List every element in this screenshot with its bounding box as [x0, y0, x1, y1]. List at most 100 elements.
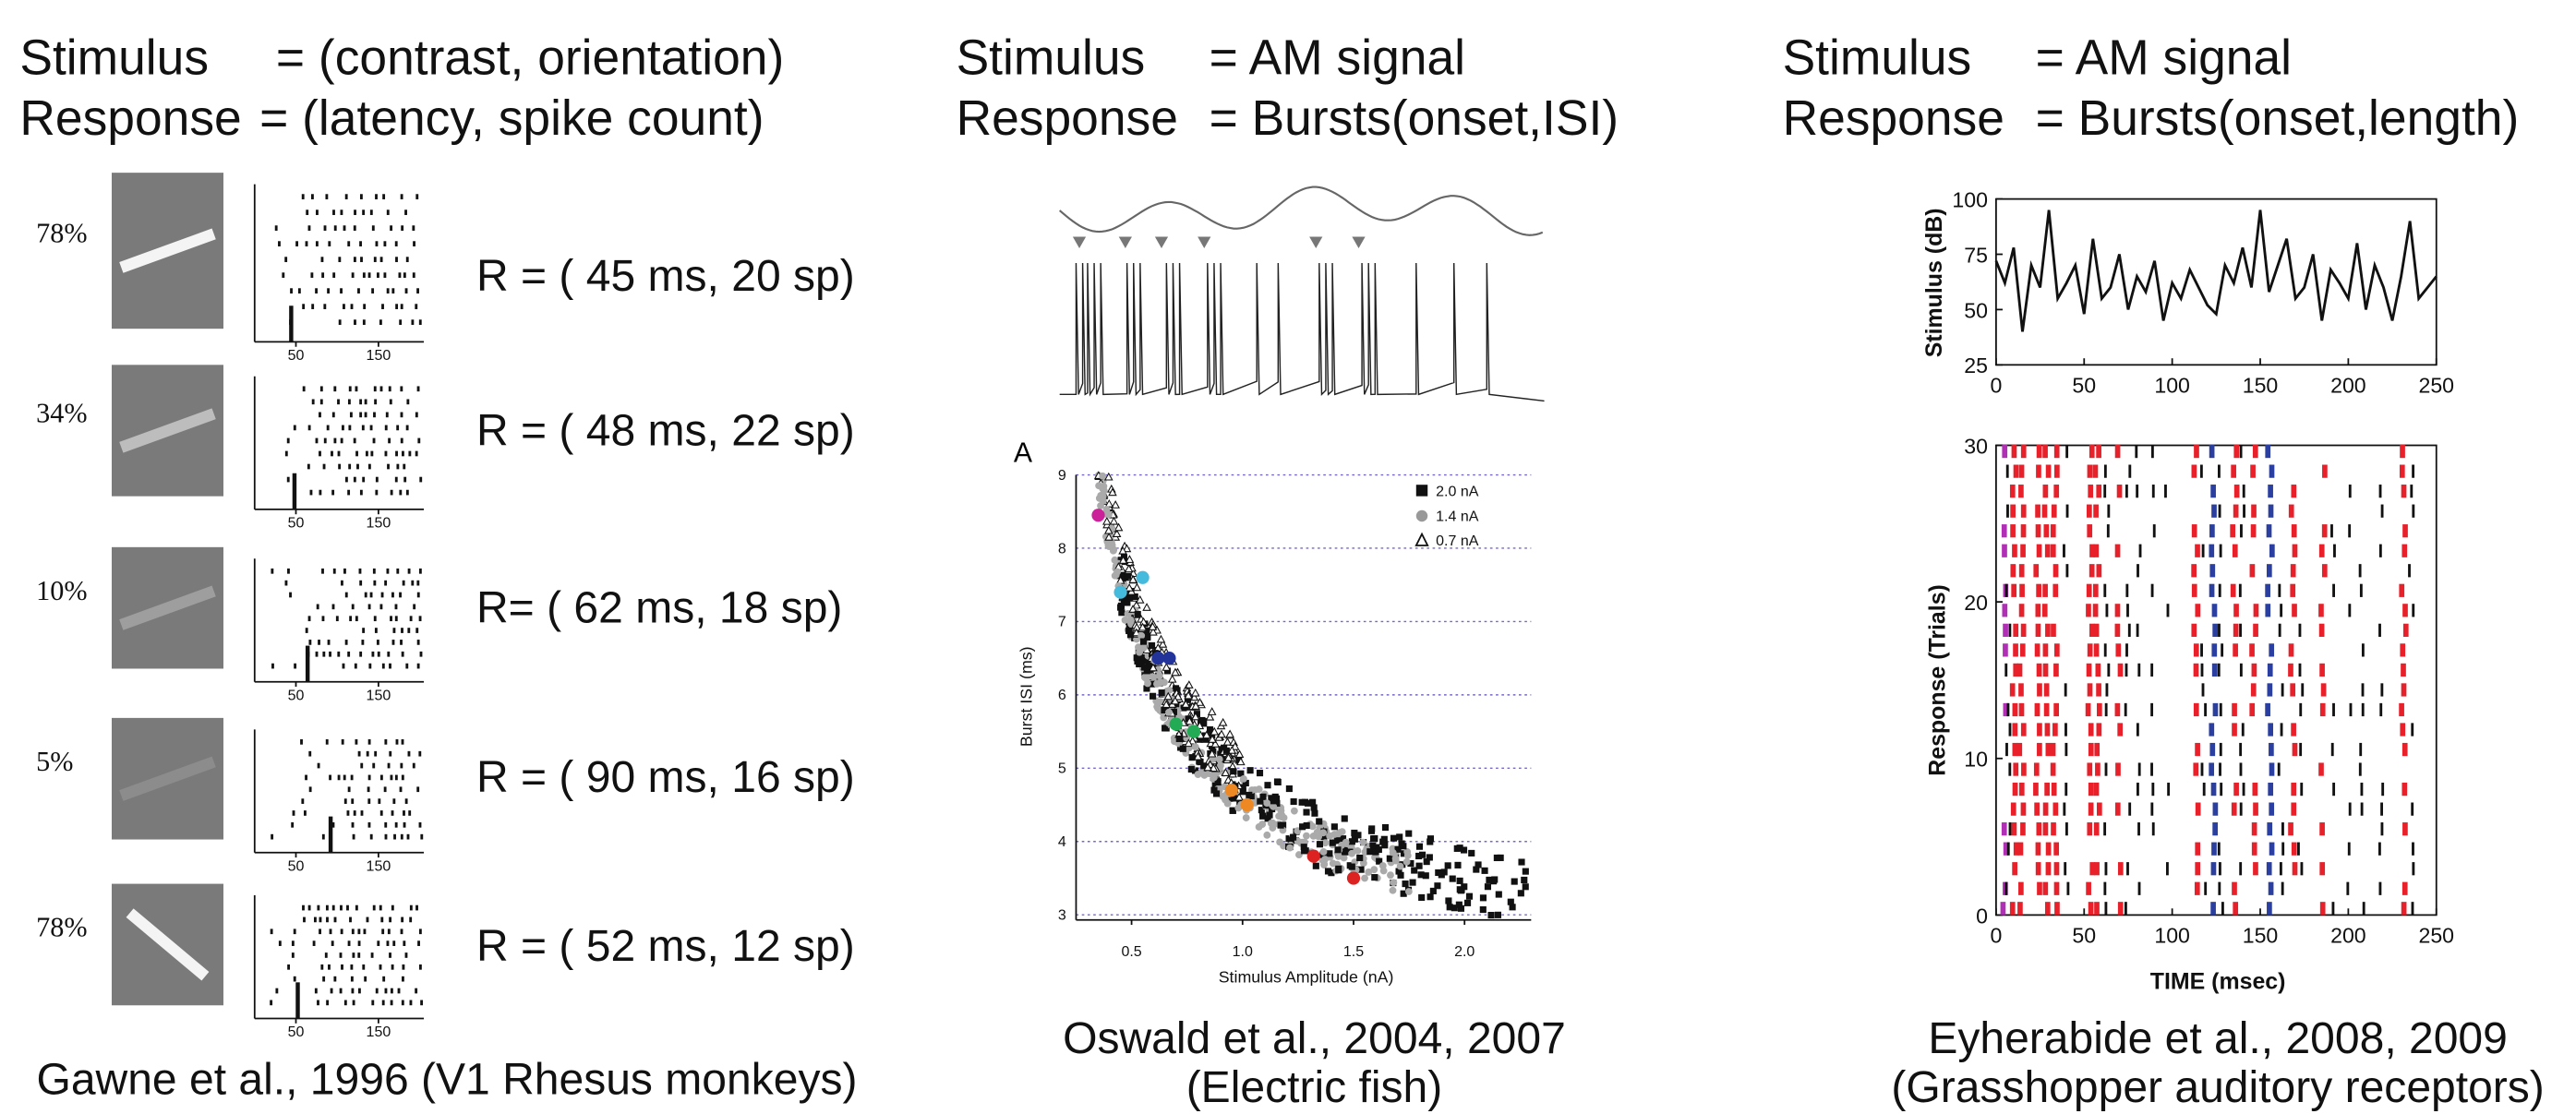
raster-spike: [2332, 782, 2336, 797]
contrast-label: 5%: [36, 746, 73, 777]
cloud-point: [1311, 809, 1318, 817]
cloud-point: [1487, 912, 1495, 919]
contrast-label: 10%: [36, 575, 87, 606]
cloud-point: [1218, 717, 1228, 726]
raster-spike: [399, 786, 403, 793]
raster-spike: [355, 450, 358, 457]
raster-spike: [300, 739, 303, 745]
raster-spike: [2041, 504, 2048, 518]
raster-spike: [384, 425, 388, 431]
cloud-point: [1136, 648, 1143, 656]
raster-spike: [2269, 762, 2275, 776]
raster-spike: [2001, 524, 2007, 538]
raster-spike: [2107, 504, 2111, 518]
raster-spike: [369, 425, 373, 431]
raster-spike: [2331, 902, 2335, 916]
raster-spike: [397, 988, 401, 994]
raster-spike: [420, 833, 424, 840]
cloud-point: [1386, 855, 1393, 862]
raster-spike: [2088, 444, 2095, 459]
cloud-point: [1357, 866, 1365, 873]
cloud-point: [1207, 707, 1217, 715]
raster-spike: [392, 798, 396, 804]
raster-spike: [2042, 485, 2049, 498]
raster-spike: [2042, 444, 2048, 459]
raster-spike: [2239, 444, 2243, 459]
cloud-point: [1163, 691, 1174, 701]
raster-spike: [381, 928, 385, 935]
raster-spike: [381, 304, 384, 309]
raster-spike: [379, 257, 383, 262]
raster-spike: [405, 425, 409, 431]
cloud-point: [1135, 594, 1145, 604]
raster-spike: [362, 210, 366, 215]
cloud-point: [1370, 866, 1378, 874]
raster-spike: [388, 386, 391, 392]
stimulus-bar: [119, 408, 216, 453]
raster-spike: [379, 604, 383, 610]
raster-spike: [2290, 583, 2296, 597]
raster-spike: [2088, 485, 2094, 498]
cloud-point: [1108, 541, 1116, 549]
cloud-point: [1259, 812, 1267, 820]
raster-spike: [403, 463, 406, 470]
raster-spike: [332, 568, 336, 574]
highlight-point: [1346, 871, 1361, 885]
cloud-point: [1141, 664, 1149, 671]
legend-marker: [1415, 485, 1428, 497]
raster-spike: [307, 425, 311, 431]
cloud-point: [1312, 862, 1319, 869]
raster-spike: [307, 904, 311, 911]
raster-spike: [401, 916, 404, 923]
raster-spike: [337, 774, 341, 781]
cloud-point: [1128, 605, 1138, 613]
raster-spike: [407, 750, 411, 757]
raster-spike: [400, 412, 403, 418]
raster-spike: [351, 988, 355, 994]
burst-marker: [1072, 236, 1087, 248]
cloud-point: [1348, 863, 1355, 870]
raster-spike: [2266, 524, 2272, 538]
raster-spike: [415, 450, 418, 457]
raster-spike: [404, 210, 407, 215]
raster-spike: [364, 592, 367, 598]
raster-spike: [311, 304, 315, 309]
raster-spike: [2321, 564, 2328, 578]
cloud-point: [1274, 778, 1282, 786]
raster-spike: [2193, 702, 2199, 717]
raster-spike: [2239, 862, 2243, 876]
raster-spike: [373, 580, 377, 586]
cloud-point: [1207, 749, 1217, 758]
cloud-point: [1162, 663, 1172, 671]
raster-spike: [353, 225, 356, 231]
raster-spike: [415, 988, 418, 994]
raster-spike: [2402, 822, 2408, 836]
y-tick-label: 3: [1058, 908, 1066, 924]
raster-spike: [2096, 485, 2102, 498]
cloud-point: [1237, 770, 1245, 777]
cloud-point: [1150, 692, 1157, 700]
raster-spike: [392, 940, 396, 946]
raster-spike: [2402, 604, 2408, 617]
raster-spike: [389, 663, 391, 669]
x-tick-label: 150: [367, 348, 391, 364]
header-label: Stimulus: [19, 30, 209, 85]
cloud-point: [1184, 690, 1193, 700]
raster-spike: [2210, 862, 2217, 876]
raster-spike: [333, 386, 337, 392]
cloud-point: [1210, 739, 1221, 748]
raster-spike: [2194, 444, 2199, 459]
raster-spike: [383, 786, 387, 793]
raster-spike: [415, 194, 419, 199]
raster-spike: [2280, 723, 2283, 737]
raster-spike: [395, 304, 399, 309]
raster-spike: [302, 904, 305, 911]
raster-spike: [2035, 623, 2041, 637]
raster-spike: [2298, 623, 2302, 637]
raster-spike: [2053, 485, 2060, 498]
raster-spike: [2232, 702, 2237, 717]
cloud-point: [1133, 654, 1140, 662]
raster-spike: [2231, 802, 2237, 816]
raster-spike: [359, 412, 363, 418]
x-tick-label: 150: [367, 858, 391, 874]
